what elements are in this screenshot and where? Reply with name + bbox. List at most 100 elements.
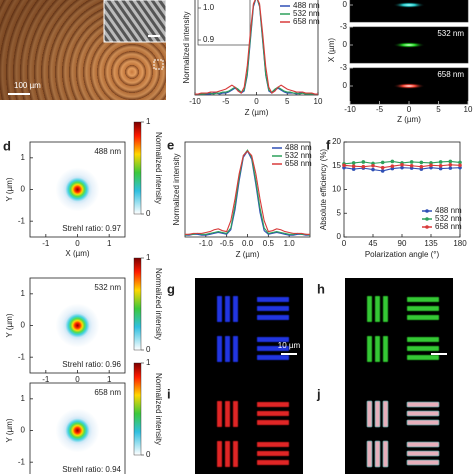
x-tick-label: 1.0 (284, 239, 296, 248)
series-point (380, 169, 385, 173)
series-line (184, 149, 311, 236)
panel-letter: i (167, 386, 171, 401)
strehl-label: Strehl ratio: 0.94 (62, 465, 121, 474)
series-point (380, 160, 385, 165)
map-label: 658 nm (94, 388, 121, 397)
series-point (448, 163, 453, 167)
series-point (438, 163, 443, 168)
series-point (390, 164, 395, 169)
y-axis-label: Y (µm) (5, 418, 14, 442)
y-tick-label: 0 (343, 40, 348, 49)
x-tick-label: -5 (222, 97, 230, 106)
x-tick-label: 45 (369, 239, 378, 248)
horizontal-bar (406, 459, 440, 466)
series-point (361, 160, 366, 164)
colorbar-tick-label: 1 (146, 358, 151, 367)
vertical-bar (216, 400, 223, 428)
colorbar (133, 121, 142, 215)
vertical-bar (232, 440, 239, 468)
legend-label: 532 nm (285, 151, 312, 160)
horizontal-bar (406, 336, 440, 343)
vertical-bar (232, 400, 239, 428)
colorbar-label: Normalized intensity (154, 268, 163, 340)
horizontal-bar (406, 354, 440, 361)
x-tick-label: 0 (75, 239, 80, 248)
frame-label: 532 nm (437, 29, 464, 38)
y-tick-label: 0 (21, 426, 26, 435)
x-tick-label: -5 (376, 105, 384, 114)
target-image (195, 383, 303, 474)
x-tick-label: 10 (314, 97, 323, 106)
horizontal-bar (256, 296, 290, 303)
psf-spot (55, 408, 100, 453)
y-axis-label: Y (µm) (5, 177, 14, 201)
series-point (438, 160, 443, 164)
legend-label: 488 nm (293, 1, 320, 10)
series-point (351, 164, 356, 169)
series-point (448, 166, 453, 170)
x-tick-label: -10 (344, 105, 356, 114)
focus-glow (393, 2, 425, 8)
y-tick-label: -3 (340, 22, 348, 31)
horizontal-bar (406, 401, 440, 408)
x-tick-label: 10 (464, 105, 473, 114)
legend-label: 488 nm (285, 143, 312, 152)
x-tick-label: 90 (398, 239, 407, 248)
horizontal-bar (256, 345, 290, 352)
horizontal-bar (406, 441, 440, 448)
x-axis-label: Z (µm) (397, 115, 421, 124)
panel-letter: g (167, 281, 175, 296)
vertical-bar (224, 295, 231, 323)
legend-marker (425, 209, 429, 213)
vertical-bar (374, 440, 381, 468)
series-point (371, 167, 375, 172)
vertical-bar (382, 400, 389, 428)
x-tick-label: 135 (424, 239, 438, 248)
legend-label: 532 nm (435, 214, 462, 223)
series-point (390, 159, 395, 164)
series-point (409, 160, 414, 164)
horizontal-bar (256, 336, 290, 343)
inset-tick-label: 0.9 (203, 35, 215, 44)
legend-marker (425, 225, 429, 229)
vertical-bar (382, 335, 389, 363)
focus-glow (393, 83, 425, 89)
x-tick-label: -1 (42, 239, 50, 248)
strehl-label: Strehl ratio: 0.96 (62, 360, 121, 369)
x-tick-label: -0.5 (220, 239, 234, 248)
y-tick-label: -1 (18, 216, 26, 225)
legend-label: 658 nm (285, 159, 312, 168)
x-axis-label: Polarization angle (°) (365, 250, 440, 259)
series-point (342, 163, 346, 168)
scale-bar-label: 10 µm (278, 341, 301, 350)
inset-tick-label: 1.0 (203, 3, 215, 12)
y-tick-label: 0 (343, 81, 348, 90)
horizontal-bar (256, 459, 290, 466)
series-point (458, 160, 462, 165)
target-image (345, 278, 453, 386)
series-point (409, 163, 414, 168)
y-tick-label: 15 (332, 161, 341, 170)
series-line (195, 0, 318, 95)
x-tick-label: -10 (189, 97, 201, 106)
series-group (195, 0, 318, 95)
horizontal-bar (406, 450, 440, 457)
horizontal-bar (256, 410, 290, 417)
panel-letter: j (316, 386, 321, 401)
series-point (419, 164, 424, 169)
horizontal-bar (256, 354, 290, 361)
vertical-bar (224, 335, 231, 363)
series-group (342, 159, 462, 173)
colorbar-tick-label: 1 (146, 253, 151, 262)
psf-spot (55, 303, 100, 348)
horizontal-bar (256, 419, 290, 426)
y-tick-label: 0 (343, 0, 348, 9)
series-point (458, 163, 462, 168)
horizontal-bar (256, 314, 290, 321)
x-tick-label: 0 (407, 105, 412, 114)
y-tick-label: -1 (18, 457, 26, 466)
x-tick-label: 0 (254, 97, 259, 106)
series-point (400, 165, 404, 170)
x-tick-label: -1.0 (199, 239, 213, 248)
